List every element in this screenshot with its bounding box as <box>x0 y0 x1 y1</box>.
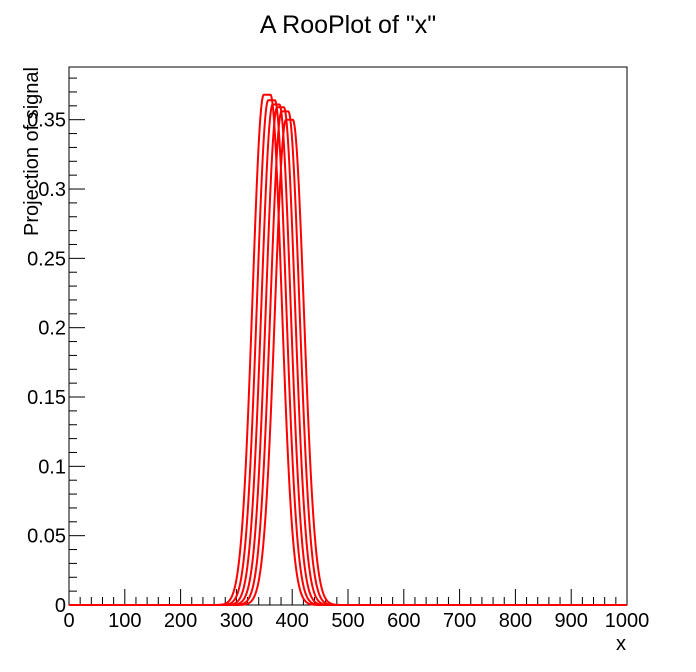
y-tick-label: 0.25 <box>27 248 66 270</box>
y-tick-label: 0 <box>55 595 66 617</box>
signal-curve-4 <box>69 106 627 606</box>
y-tick-label: 0.05 <box>27 526 66 548</box>
signal-curve-3 <box>69 103 627 606</box>
x-tick-label: 500 <box>331 610 364 632</box>
x-tick-label: 700 <box>443 610 476 632</box>
y-tick-label: 0.2 <box>38 318 66 340</box>
x-tick-label: 200 <box>164 610 197 632</box>
plot-frame <box>68 66 628 606</box>
x-tick-label: 300 <box>220 610 253 632</box>
x-tick-label: 600 <box>387 610 420 632</box>
y-tick-label: 0.15 <box>27 387 66 409</box>
signal-curve-6 <box>69 118 627 606</box>
signal-curve-1 <box>69 93 627 606</box>
y-axis: 0 0.05 0.1 0.15 0.2 0.25 0.3 0.35 <box>27 77 85 617</box>
x-tick-label: 400 <box>276 610 309 632</box>
x-tick-label: 100 <box>108 610 141 632</box>
x-tick-label: 900 <box>555 610 588 632</box>
x-tick-label: 0 <box>63 610 74 632</box>
signal-curves <box>69 93 627 606</box>
x-axis: 0 100 200 300 400 500 600 700 800 900 1000 <box>63 589 649 632</box>
y-tick-label: 0.35 <box>27 110 66 132</box>
x-tick-label: 800 <box>499 610 532 632</box>
signal-curve-5 <box>69 110 627 606</box>
signal-curve-2 <box>69 99 627 606</box>
chart-title: A RooPlot of "x" <box>260 11 436 39</box>
y-axis-label: Projection of signal <box>21 67 43 236</box>
y-tick-label: 0.1 <box>38 456 66 478</box>
y-tick-label: 0.3 <box>38 179 66 201</box>
x-tick-label: 1000 <box>605 610 650 632</box>
x-axis-label: x <box>616 633 626 655</box>
